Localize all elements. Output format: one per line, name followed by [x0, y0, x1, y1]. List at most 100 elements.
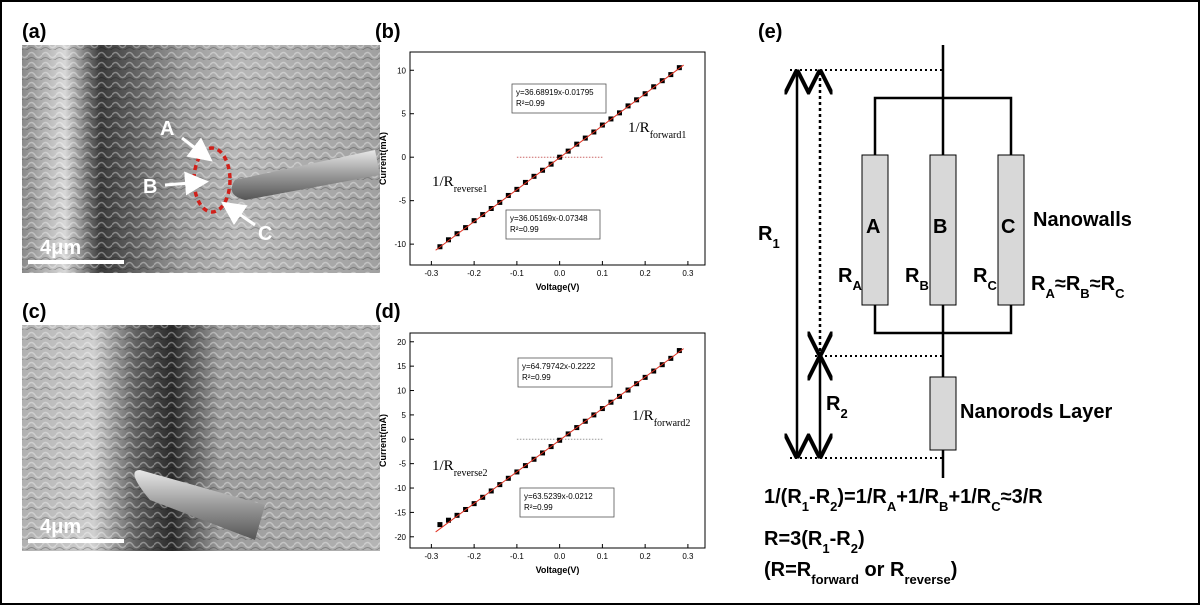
y-tick-label: 10 [397, 387, 406, 396]
resistor-label: B [933, 216, 947, 238]
panel-label: (d) [375, 301, 401, 323]
arrow [221, 201, 256, 227]
x-tick-label: -0.2 [467, 269, 481, 278]
x-tick-label: 0.1 [597, 552, 609, 561]
fit-line [435, 64, 684, 251]
y-tick-label: -20 [394, 533, 406, 542]
x-tick-label: -0.3 [424, 552, 438, 561]
x-tick-label: 0.3 [682, 269, 694, 278]
equality-label-part: C [1115, 286, 1125, 301]
scale-label: 4μm [40, 237, 81, 259]
slope-label-part: reverse2 [454, 468, 488, 479]
y-tick-label: 20 [397, 338, 406, 347]
r2-label-part: R [826, 393, 841, 415]
slope-label-part: 1/R [632, 408, 654, 424]
panel-label: (e) [758, 21, 782, 43]
formula-part: B [939, 499, 948, 514]
plot-frame [409, 51, 706, 266]
nanorods-label: Nanorods Layer [960, 401, 1112, 423]
r1-label-part: 1 [772, 236, 779, 251]
resistance-label: RA [838, 265, 862, 293]
y-axis-label: Current(mA) [378, 132, 388, 185]
fit-line [435, 348, 684, 533]
x-tick-label: -0.2 [467, 552, 481, 561]
x-tick-label: 0.3 [682, 552, 694, 561]
relation: R=3(R1-R2) [764, 528, 865, 556]
equation-box [519, 487, 615, 518]
x-axis-label: Voltage(V) [536, 282, 580, 292]
y-tick-label: 15 [397, 362, 406, 371]
y-tick-label: 0 [402, 435, 407, 444]
formula-part: 1/(R [764, 486, 802, 508]
slope-label-part: forward2 [654, 418, 691, 429]
formula-part: ≈3/R [1001, 486, 1044, 508]
arrow [181, 136, 213, 162]
slope-label-part: 1/R [432, 458, 454, 474]
data-point [522, 179, 528, 185]
y-tick-label: -15 [394, 508, 406, 517]
slope-label: 1/Rforward1 [628, 120, 686, 141]
panel-label: (a) [22, 21, 46, 43]
probe [134, 470, 265, 540]
equation-text: R²=0.99 [524, 503, 553, 512]
y-tick-label: -10 [394, 240, 406, 249]
sem-image-a: A B C 4μm [22, 45, 380, 273]
x-tick-label: 0.1 [597, 269, 609, 278]
equation-box [511, 83, 607, 114]
relation-part: 1 [822, 541, 829, 556]
probe [231, 150, 380, 200]
y-tick-label: 10 [397, 66, 406, 75]
equality-label-part: ≈R [1055, 273, 1081, 295]
y-tick-label: -5 [399, 197, 407, 206]
slope-label: 1/Rforward2 [632, 408, 690, 429]
formula-part: +1/R [896, 486, 939, 508]
resistance-label-part: B [919, 278, 928, 293]
nanowalls-label: Nanowalls [1033, 209, 1132, 231]
slope-label-part: forward1 [650, 130, 687, 141]
x-tick-label: 0.2 [640, 269, 652, 278]
x-tick-label: -0.1 [510, 269, 524, 278]
resistance-label-part: R [905, 265, 920, 287]
equality-label: RA≈RB≈RC [1031, 273, 1125, 301]
y-tick-label: 5 [402, 110, 407, 119]
equation-text: y=63.5239x-0.0212 [524, 492, 593, 501]
marker-label: C [258, 223, 272, 245]
equation-text: R²=0.99 [522, 373, 551, 382]
data-point [599, 122, 605, 128]
relation-part: R=3(R [764, 528, 823, 550]
resistance-label-part: R [973, 265, 988, 287]
formula-part: C [991, 499, 1001, 514]
note-part: (R=R [764, 559, 812, 581]
slope-label-part: reverse1 [454, 184, 488, 195]
data-point [676, 348, 682, 354]
formula-part: +1/R [948, 486, 991, 508]
note-part: forward [811, 572, 859, 587]
r2-label-part: 2 [840, 406, 847, 421]
plot-frame [409, 332, 706, 549]
equation-text: R²=0.99 [516, 99, 545, 108]
r1-label-part: R [758, 223, 773, 245]
data-point [471, 218, 477, 224]
arrow [164, 171, 209, 196]
x-tick-label: 0.0 [554, 552, 566, 561]
relation-part: -R [830, 528, 852, 550]
x-tick-label: -0.3 [424, 269, 438, 278]
x-tick-label: 0.0 [554, 269, 566, 278]
x-tick-label: 0.2 [640, 552, 652, 561]
note: (R=Rforward or Rreverse) [764, 559, 957, 587]
equation-text: y=36.68919x-0.01795 [516, 88, 594, 97]
y-tick-label: 5 [402, 411, 407, 420]
data-point [625, 103, 631, 109]
y-tick-label: -5 [399, 460, 407, 469]
y-tick-label: -10 [394, 484, 406, 493]
resistance-label-part: R [838, 265, 853, 287]
x-tick-label: -0.1 [510, 552, 524, 561]
slope-label: 1/Rreverse2 [432, 458, 488, 479]
formula-part: 1 [802, 499, 809, 514]
equation-box [505, 209, 601, 240]
scale-label: 4μm [40, 516, 81, 538]
data-point [454, 512, 460, 518]
formula-part: -R [809, 486, 831, 508]
equality-label-part: ≈R [1090, 273, 1116, 295]
